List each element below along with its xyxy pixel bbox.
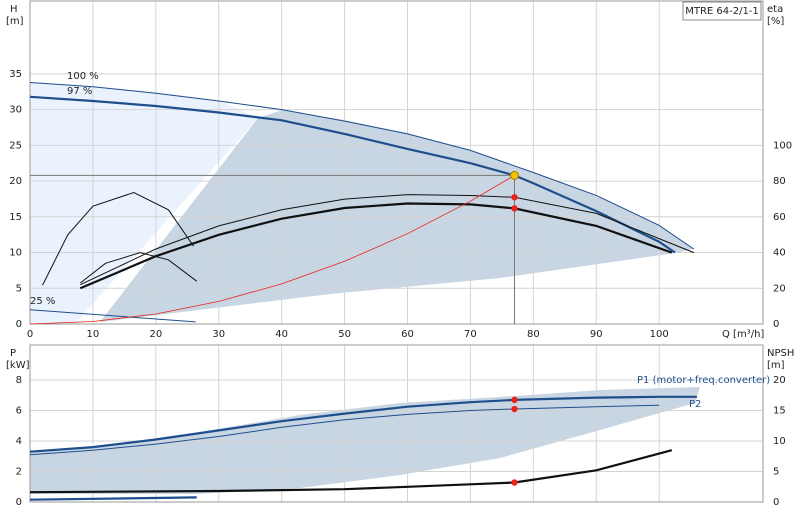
x-tick-label: 10 <box>87 329 100 340</box>
x-tick-label: 80 <box>527 329 540 340</box>
y-axis-label: H <box>10 4 18 15</box>
curve-label: 100 % <box>67 71 99 82</box>
y2-axis-unit: [m] <box>767 360 785 371</box>
curve <box>29 449 673 494</box>
curve <box>29 82 695 250</box>
curve-label: P2 <box>689 399 701 410</box>
operating-point <box>511 405 518 413</box>
curve <box>29 496 197 501</box>
curve-label: 97 % <box>67 86 92 97</box>
x-axis-label: Q [m³/h] <box>722 329 764 340</box>
y2-tick-label: 60 <box>773 212 786 223</box>
curve <box>29 404 660 456</box>
curve <box>29 395 697 453</box>
y-tick-label: 2 <box>16 467 22 478</box>
y2-tick-label: 40 <box>773 248 786 259</box>
operating-point <box>511 205 518 212</box>
x-tick-label: 50 <box>338 329 351 340</box>
operating-point <box>511 194 518 201</box>
y-tick-label: 15 <box>9 212 22 223</box>
y-tick-label: 8 <box>16 375 22 386</box>
y2-tick-label: 100 <box>773 141 792 152</box>
low-speed-area <box>30 82 258 324</box>
y-tick-label: 6 <box>16 406 22 417</box>
y-tick-label: 4 <box>16 436 22 447</box>
curve <box>29 175 515 325</box>
power-range <box>30 387 700 494</box>
y2-tick-label: 5 <box>773 467 779 478</box>
curve <box>79 202 673 290</box>
x-tick-label: 90 <box>590 329 603 340</box>
y2-axis-label: NPSH <box>767 348 794 359</box>
x-tick-label: 0 <box>27 329 33 340</box>
y-axis-label: P <box>10 348 16 359</box>
y2-tick-label: 10 <box>773 436 786 447</box>
title-box <box>682 1 762 21</box>
y2-tick-label: 20 <box>773 375 786 386</box>
operating-point <box>511 396 518 404</box>
y-tick-label: 10 <box>9 248 22 259</box>
y-axis-unit: [kW] <box>6 360 30 371</box>
x-tick-label: 20 <box>149 329 162 340</box>
plot-frame <box>29 0 764 325</box>
curve <box>29 95 676 254</box>
operating-range <box>100 110 694 322</box>
y2-tick-label: 80 <box>773 176 786 187</box>
curve <box>42 191 195 286</box>
operating-point <box>509 170 519 180</box>
y2-axis-unit: [%] <box>767 16 784 27</box>
y2-tick-label: 20 <box>773 283 786 294</box>
y2-tick-label: 0 <box>773 319 779 330</box>
x-tick-label: 60 <box>401 329 414 340</box>
y-tick-label: 0 <box>16 319 22 330</box>
x-tick-label: 30 <box>212 329 225 340</box>
operating-point <box>511 479 518 486</box>
curve-label: P1 (motor+freq.converter) <box>637 375 770 386</box>
plot-frame <box>29 344 764 503</box>
chart-title: MTRE 64-2/1-1 <box>685 6 759 17</box>
y-tick-label: 0 <box>16 497 22 508</box>
y-axis-unit: [m] <box>6 16 24 27</box>
y2-tick-label: 15 <box>773 406 786 417</box>
y-tick-label: 35 <box>9 69 22 80</box>
y-tick-label: 20 <box>9 176 22 187</box>
x-tick-label: 70 <box>464 329 477 340</box>
curve <box>29 309 196 323</box>
curve-label: 25 % <box>30 296 55 307</box>
curve <box>79 252 198 284</box>
x-tick-label: 100 <box>650 329 669 340</box>
y-tick-label: 30 <box>9 105 22 116</box>
y-tick-label: 5 <box>16 283 22 294</box>
x-tick-label: 40 <box>275 329 288 340</box>
y-tick-label: 25 <box>9 140 22 151</box>
y2-axis-label: eta <box>767 4 783 15</box>
y2-tick-label: 0 <box>773 497 779 508</box>
charts: 0 10 20 30 40 50 60 70 80 90 100051015202530350204… <box>6 0 794 508</box>
